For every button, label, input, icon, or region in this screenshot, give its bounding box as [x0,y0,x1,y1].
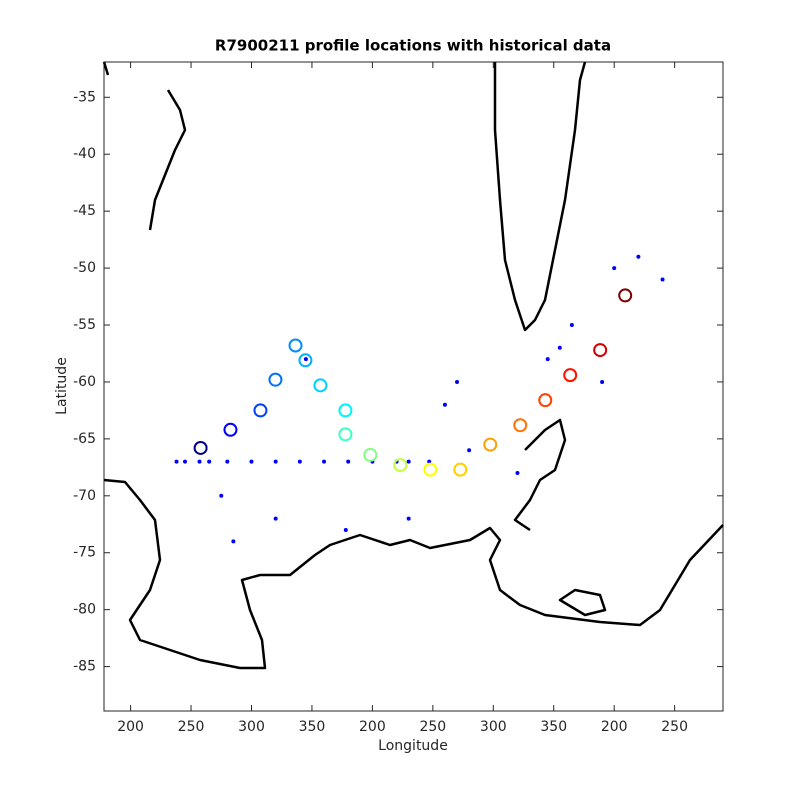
point [660,277,665,282]
y-tick-label: -60 [73,374,96,390]
point [557,345,562,350]
y-tick-label: -35 [73,89,96,105]
x-axis-label: Longitude [378,738,448,754]
point [515,471,520,476]
coastline [493,61,587,332]
y-tick-label: -85 [73,659,96,675]
point [273,516,278,521]
point [338,403,353,418]
y-tick-label: -70 [73,488,96,504]
point [197,459,202,464]
point [313,378,328,393]
y-tick-label: -50 [73,260,96,276]
y-tick-label: -65 [73,431,96,447]
point [223,422,238,437]
point [363,447,378,462]
axes-box [103,61,724,712]
point [174,459,179,464]
point [593,343,608,358]
y-axis-label: Latitude [54,357,70,415]
point [483,437,498,452]
coastline [102,61,110,76]
coastline [513,418,567,532]
x-tick-label: 250 [661,719,688,735]
x-tick-label: 350 [299,719,326,735]
x-tick-label: 350 [540,719,567,735]
point [423,462,438,477]
y-tick-label: -40 [73,146,96,162]
point [538,393,553,408]
y-tick-label: -45 [73,203,96,219]
y-tick-label: -55 [73,317,96,333]
point [249,459,254,464]
point [297,459,302,464]
point [219,493,224,498]
point [442,402,447,407]
point [612,266,617,271]
point [298,353,313,368]
point [406,516,411,521]
point [338,427,353,442]
point [563,368,578,383]
point [231,539,236,544]
x-tick-label: 300 [238,719,265,735]
point [288,338,303,353]
point [600,379,605,384]
point [569,323,574,328]
point [343,527,348,532]
y-tick-label: -75 [73,545,96,561]
point [618,288,633,303]
point [513,418,528,433]
point [193,440,208,455]
point [455,379,460,384]
chart-title: R7900211 profile locations with historic… [215,37,611,55]
point [183,459,188,464]
point [467,448,472,453]
x-tick-label: 300 [480,719,507,735]
point [636,254,641,259]
point [453,462,468,477]
coastline [103,478,724,670]
point [322,459,327,464]
coastline [148,89,187,231]
point [225,459,230,464]
point [545,357,550,362]
point [406,459,411,464]
point [346,459,351,464]
coastline [558,588,607,617]
point [273,459,278,464]
x-tick-label: 200 [601,719,628,735]
x-tick-label: 250 [419,719,446,735]
point [253,403,268,418]
x-tick-label: 200 [117,719,144,735]
x-tick-label: 200 [359,719,386,735]
point [268,372,283,387]
point [393,458,408,473]
coastlines [102,61,724,670]
point [303,357,308,362]
y-tick-label: -80 [73,602,96,618]
point [207,459,212,464]
x-tick-label: 250 [178,719,205,735]
